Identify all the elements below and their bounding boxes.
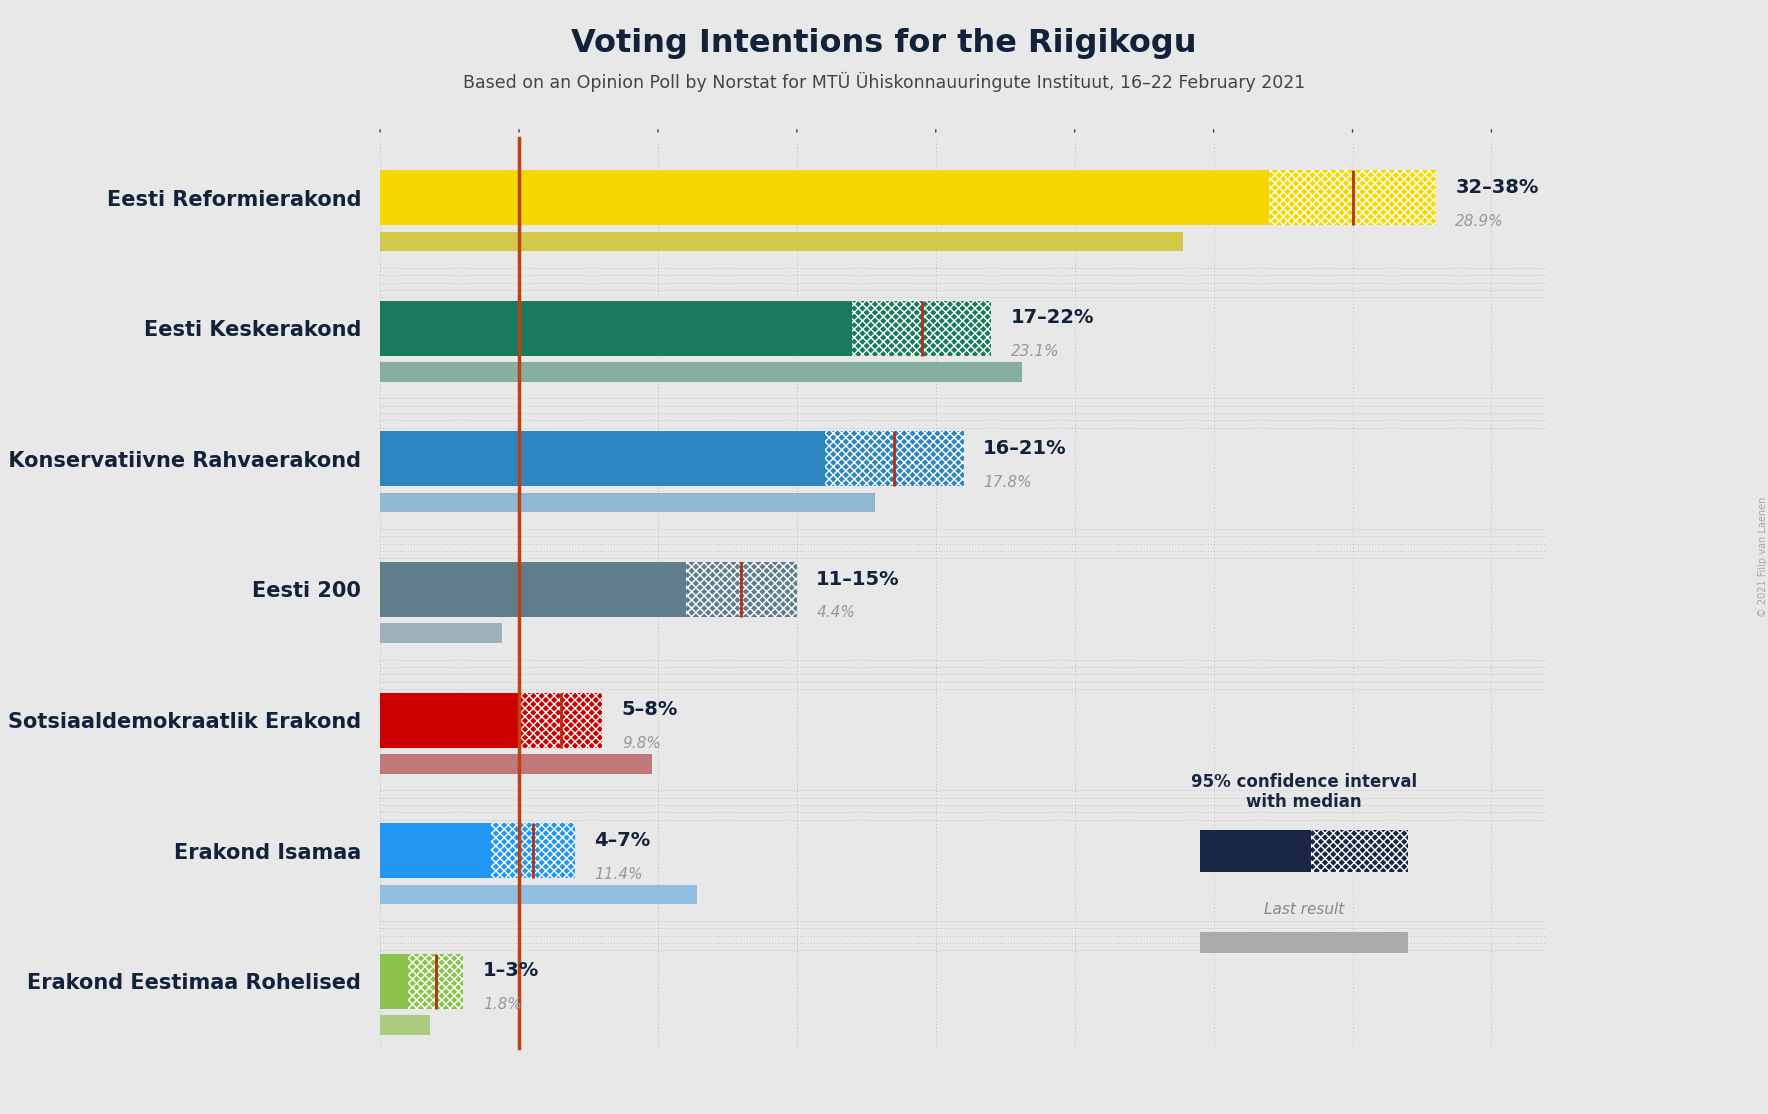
Text: 23.1%: 23.1% [1011,344,1059,359]
Text: Last result: Last result [1264,902,1344,917]
Text: 11–15%: 11–15% [817,569,900,588]
Bar [380,232,1183,251]
Text: 5–8%: 5–8% [622,700,679,720]
Bar [380,754,652,773]
Bar [1200,931,1407,952]
Bar [380,885,697,905]
Text: 28.9%: 28.9% [1455,214,1505,228]
Bar [380,823,575,878]
Bar [520,693,603,747]
Bar [380,563,797,617]
Text: 16–21%: 16–21% [983,439,1066,458]
Bar [380,624,502,643]
Bar [852,301,992,355]
Bar [380,492,875,512]
Text: 9.8%: 9.8% [622,736,661,751]
Text: 17.8%: 17.8% [983,475,1033,490]
Text: Voting Intentions for the Riigikogu: Voting Intentions for the Riigikogu [571,28,1197,59]
Bar [380,301,992,355]
Text: 32–38%: 32–38% [1455,177,1538,197]
Bar [1269,170,1436,225]
Bar [686,563,797,617]
Bar [380,954,463,1009]
Bar [380,431,964,487]
Bar [380,1015,430,1035]
Text: © 2021 Filip van Laenen: © 2021 Filip van Laenen [1757,497,1768,617]
Bar [408,954,463,1009]
Text: 4–7%: 4–7% [594,831,651,850]
Text: 17–22%: 17–22% [1011,309,1094,328]
Bar [824,431,964,487]
Text: Based on an Opinion Poll by Norstat for MTÜ Ühiskonnauuringute Instituut, 16–22 : Based on an Opinion Poll by Norstat for … [463,72,1305,92]
Bar [492,823,575,878]
Bar [380,693,603,747]
Text: 4.4%: 4.4% [817,606,856,620]
Text: 95% confidence interval
with median: 95% confidence interval with median [1192,772,1416,811]
Bar [1310,830,1407,871]
Bar [1200,830,1310,871]
Bar [1310,830,1407,871]
Text: 1–3%: 1–3% [483,961,539,980]
Bar [380,362,1022,382]
Text: 11.4%: 11.4% [594,867,644,881]
Bar [380,170,1436,225]
Text: 1.8%: 1.8% [483,997,522,1013]
